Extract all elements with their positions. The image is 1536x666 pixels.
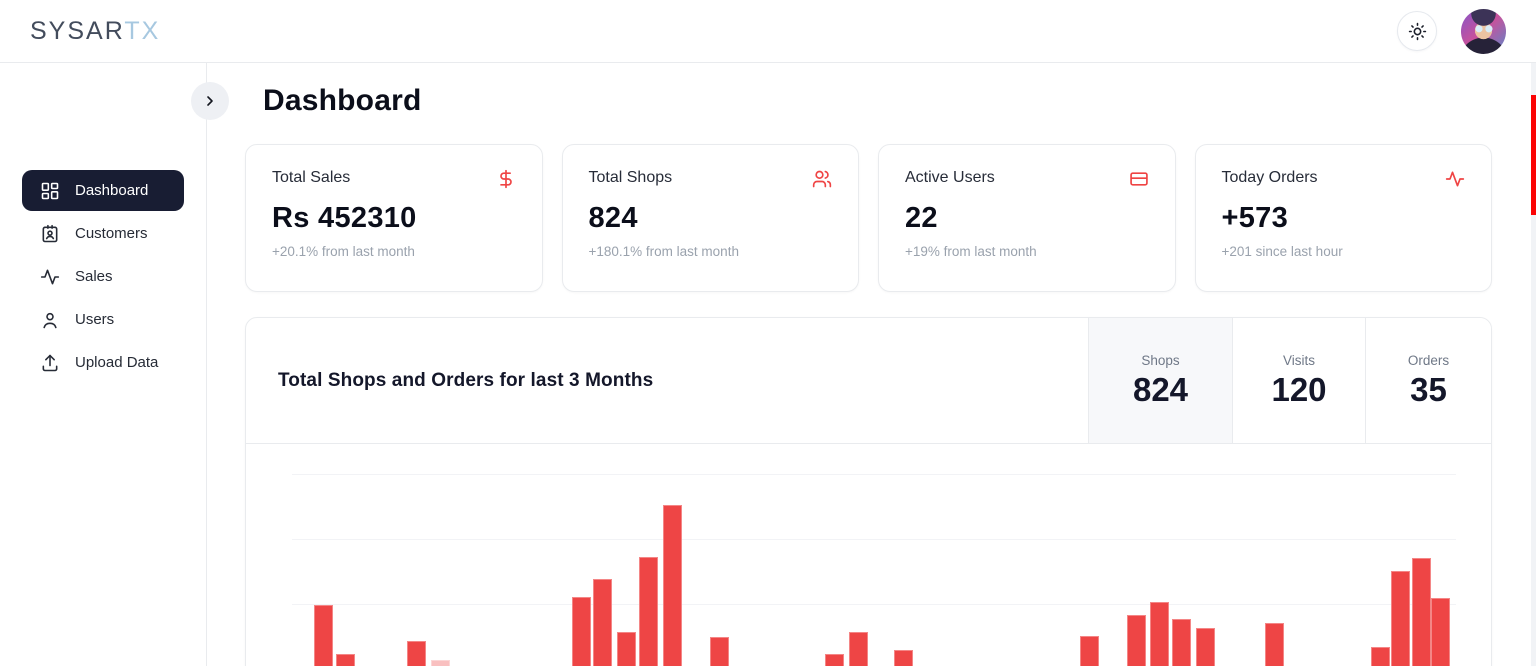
activity-icon <box>1445 169 1465 189</box>
sidebar-nav: Dashboard Customers Sales Users <box>0 170 206 383</box>
tab-label: Visits <box>1282 352 1315 368</box>
dollar-icon <box>496 169 516 189</box>
sidebar-collapse-button[interactable] <box>191 82 229 120</box>
chart-bar <box>407 641 426 666</box>
stat-card-note: +180.1% from last month <box>588 244 739 259</box>
chart-header: Total Shops and Orders for last 3 Months… <box>246 318 1491 444</box>
chart-bar <box>849 632 868 666</box>
logo-text-accent: TX <box>124 16 161 45</box>
chart-bar <box>593 579 612 666</box>
stat-card-label: Total Shops <box>588 169 673 186</box>
topbar: SYSARTX <box>0 0 1536 63</box>
activity-icon <box>40 267 60 287</box>
sidebar-item-sales[interactable]: Sales <box>22 256 184 297</box>
logo: SYSARTX <box>30 17 160 46</box>
chart-tabs: Shops 824 Visits 120 Orders 35 <box>1088 318 1491 443</box>
credit-card-icon <box>1129 169 1149 189</box>
chart-bar <box>1127 615 1146 666</box>
stat-card-note: +20.1% from last month <box>272 244 415 259</box>
tab-value: 35 <box>1410 370 1447 408</box>
user-avatar[interactable] <box>1461 8 1506 54</box>
grid-icon <box>40 181 60 201</box>
sun-icon <box>1408 22 1427 41</box>
main-content: Dashboard Total Sales Rs 452310 +20.1% f… <box>207 63 1536 666</box>
chart-card: Total Shops and Orders for last 3 Months… <box>245 317 1492 666</box>
sidebar-item-dashboard[interactable]: Dashboard <box>22 170 184 211</box>
stat-card-label: Total Sales <box>272 169 351 186</box>
scrollbar-track <box>1531 63 1536 666</box>
tab-orders[interactable]: Orders 35 <box>1365 318 1491 443</box>
tab-label: Orders <box>1407 352 1450 368</box>
stat-card-value: 824 <box>588 202 638 234</box>
stat-card-note: +201 since last hour <box>1221 244 1343 259</box>
stat-card-note: +19% from last month <box>905 244 1037 259</box>
sidebar-item-label: Dashboard <box>75 182 149 199</box>
stat-card-active-users: Active Users 22 +19% from last month <box>878 144 1176 292</box>
chart-gridline <box>292 539 1456 540</box>
chart-bar <box>639 557 658 666</box>
chart-bar <box>1265 623 1284 666</box>
id-card-icon <box>40 224 60 244</box>
chart-bar <box>663 505 682 666</box>
chart-bar <box>1371 647 1390 666</box>
chart-gridline <box>292 474 1456 475</box>
chart-bar <box>1412 558 1431 666</box>
sidebar-item-label: Users <box>75 311 115 328</box>
chart-bar <box>617 632 636 666</box>
chart-title: Total Shops and Orders for last 3 Months <box>278 369 654 391</box>
stat-cards-row: Total Sales Rs 452310 +20.1% from last m… <box>245 144 1492 292</box>
chart-bar <box>1172 619 1191 666</box>
chart-bar <box>314 605 333 666</box>
chart-bar <box>710 637 729 666</box>
tab-visits[interactable]: Visits 120 <box>1232 318 1365 443</box>
sidebar-item-label: Upload Data <box>75 354 159 371</box>
scrollbar-thumb[interactable] <box>1531 95 1536 215</box>
chart-bar <box>1196 628 1215 666</box>
user-icon <box>40 310 60 330</box>
tab-label: Shops <box>1141 352 1180 368</box>
chart-bar <box>572 597 591 666</box>
chart-bar <box>894 650 913 666</box>
chart-bar <box>1080 636 1099 666</box>
stat-card-today-orders: Today Orders +573 +201 since last hour <box>1194 144 1492 292</box>
sidebar-item-users[interactable]: Users <box>22 299 184 340</box>
stat-card-label: Today Orders <box>1221 169 1318 186</box>
chart-bar <box>431 660 450 666</box>
stat-card-value: +573 <box>1221 202 1289 234</box>
logo-text-main: SYSAR <box>30 16 125 45</box>
tab-value: 120 <box>1271 370 1327 408</box>
stat-card-value: Rs 452310 <box>272 202 417 234</box>
sidebar: Dashboard Customers Sales Users <box>0 63 229 666</box>
chart-bar <box>336 654 355 666</box>
stat-card-total-sales: Total Sales Rs 452310 +20.1% from last m… <box>245 144 543 292</box>
theme-toggle-button[interactable] <box>1397 11 1437 51</box>
chart-bar <box>825 654 844 666</box>
chart-bar <box>1150 602 1169 666</box>
stat-card-value: 22 <box>905 202 938 234</box>
sidebar-item-customers[interactable]: Customers <box>22 213 184 254</box>
stat-card-label: Active Users <box>905 169 995 186</box>
chart-bar <box>1431 598 1450 666</box>
page-title: Dashboard <box>263 84 422 117</box>
sidebar-item-upload-data[interactable]: Upload Data <box>22 342 184 383</box>
chart-gridline <box>292 604 1456 605</box>
sidebar-item-label: Sales <box>75 268 113 285</box>
chart-bar <box>1391 571 1410 666</box>
upload-icon <box>40 353 60 373</box>
sidebar-item-label: Customers <box>75 225 148 242</box>
chevron-right-icon <box>202 93 218 109</box>
users-icon <box>812 169 832 189</box>
tab-shops[interactable]: Shops 824 <box>1088 318 1232 443</box>
bar-chart-plot <box>246 444 1491 666</box>
stat-card-total-shops: Total Shops 824 +180.1% from last month <box>561 144 859 292</box>
tab-value: 824 <box>1132 370 1189 408</box>
